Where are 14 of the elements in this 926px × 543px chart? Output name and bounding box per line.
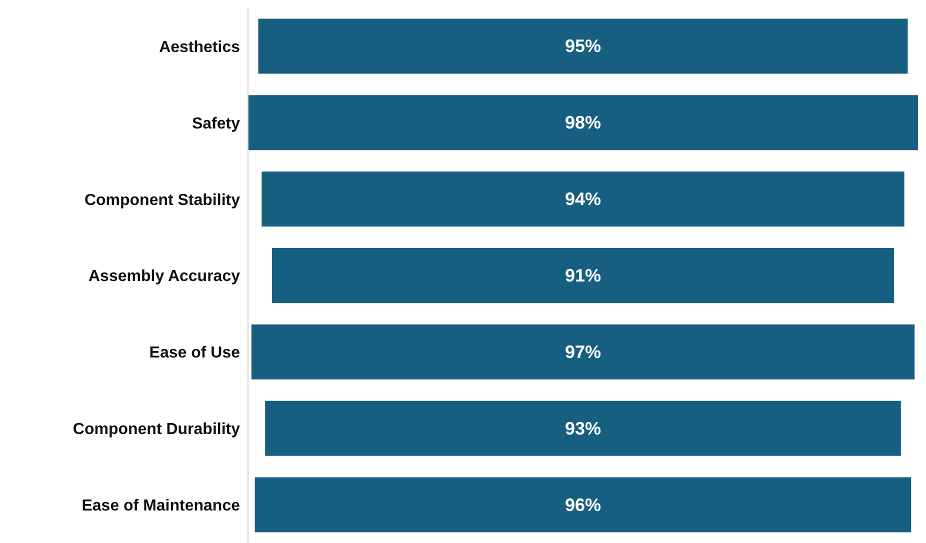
data-label: 98% (564, 112, 602, 133)
data-label: 96% (564, 494, 602, 515)
category-label: Assembly Accuracy (88, 268, 240, 286)
data-label: 93% (564, 418, 602, 438)
category-label: Aesthetics (159, 38, 240, 56)
category-label: Ease of Maintenance (82, 497, 240, 514)
category-label: Ease of Use (149, 344, 240, 362)
data-label: 94% (564, 189, 602, 210)
data-label: 97% (564, 342, 602, 362)
data-label: 91% (564, 265, 602, 286)
category-label: Component Stability (84, 192, 240, 209)
category-label: Component Durability (72, 421, 240, 438)
data-label: 95% (564, 36, 602, 56)
category-label: Safety (192, 115, 240, 132)
